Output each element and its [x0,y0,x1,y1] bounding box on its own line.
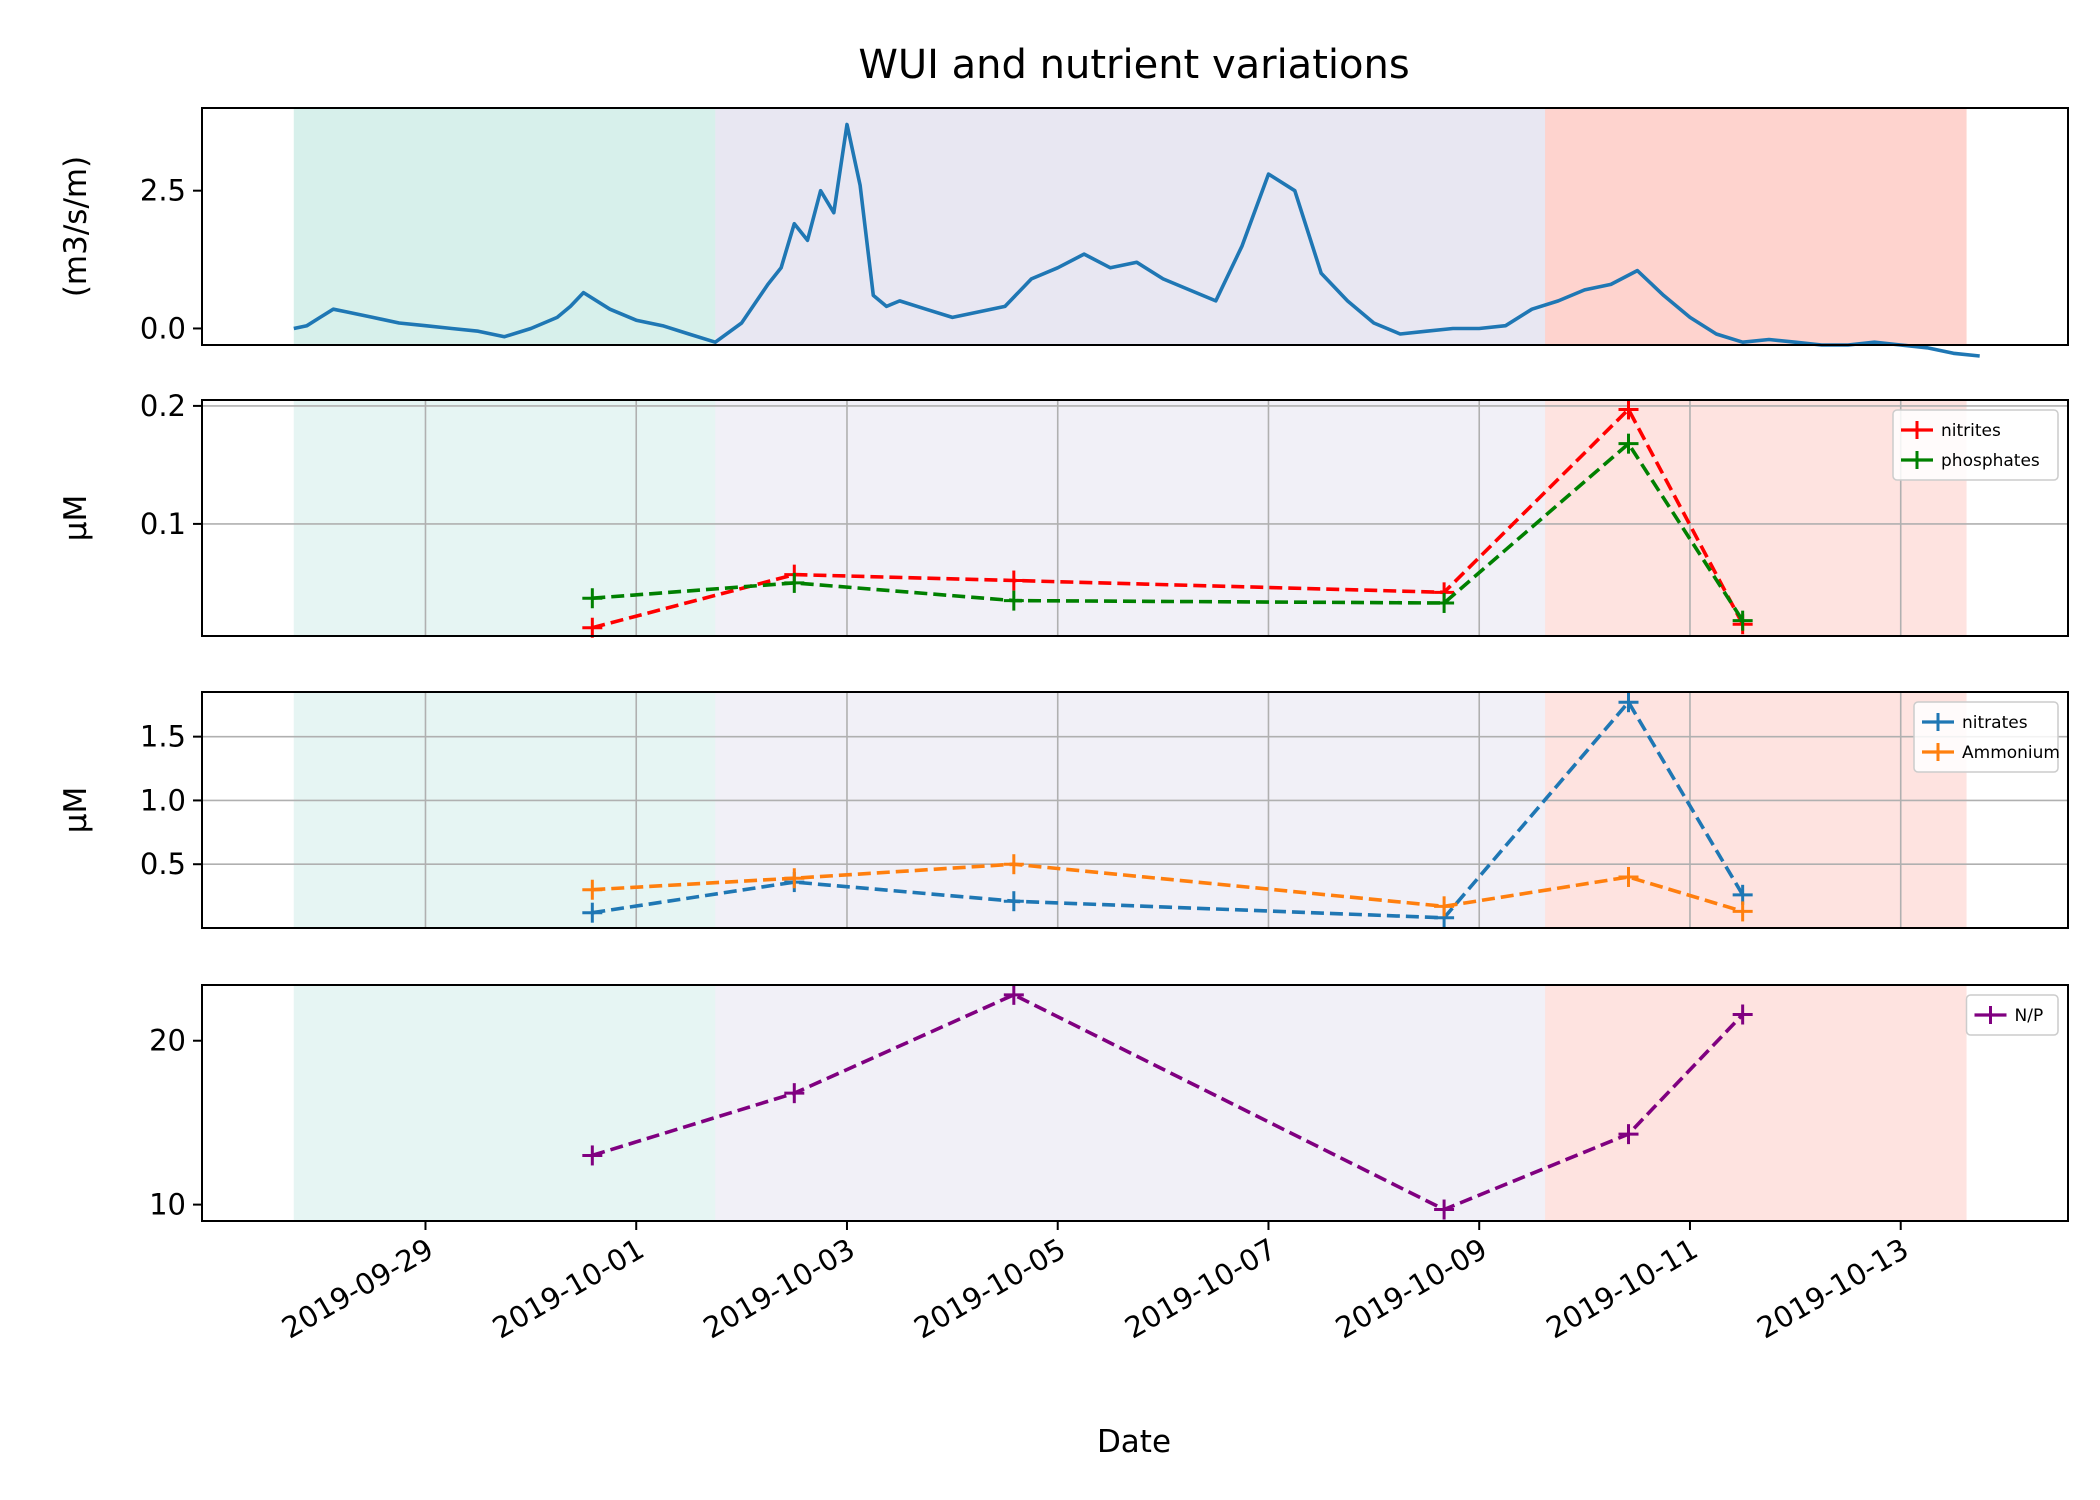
y-tick-label: 0.0 [140,311,186,345]
legend-entry-ammonium: Ammonium [1922,743,2060,763]
y-tick-label: 20 [149,1024,186,1058]
x-tick-label: 2019-10-05 [908,1232,1071,1346]
data-point-5 [1618,399,1639,420]
shaded-period-3 [1545,985,1967,1221]
y-tick-label: 0.2 [140,389,186,423]
data-point-5 [1618,866,1639,887]
series-line-ammonium [592,862,1744,914]
x-tick-label: 2019-10-03 [698,1232,861,1346]
y-tick-label: 2.5 [140,174,186,208]
series-line-phosphates [592,441,1745,622]
x-tick-label: 2019-09-29 [276,1232,439,1346]
y-tick-label: 1.5 [140,720,186,754]
legend-entry-phosphates: phosphates [1901,451,2040,471]
chart-title: WUI and nutrient variations [858,42,1409,88]
y-tick-label: 0.5 [140,847,186,881]
shaded-period-1 [293,400,716,636]
data-point-2 [784,868,805,889]
shaded-period-1 [293,985,716,1221]
shaded-period-2 [715,108,1546,345]
data-point-2 [784,1083,805,1104]
shaded-period-3 [1545,692,1967,928]
data-point-3 [1003,590,1024,611]
shaded-period-2 [715,985,1546,1221]
shaded-period-1 [293,108,716,345]
y-axis-label: µM [58,787,94,833]
panel-1: 0.0 2.5 (m3/s/m) [58,107,2069,358]
legend-box [1913,701,2059,773]
shaded-period-3 [1545,108,1967,345]
panel-4: 10 20 N/P [149,984,2069,1222]
legend-label: nitrates [1962,713,2028,733]
legend-entry-n-p: N/P [1974,1006,2044,1026]
data-point-3 [1003,854,1024,875]
plot-frame [201,691,2069,929]
legend: nitrates Ammonium [1913,701,2060,773]
legend-entry-nitrites: nitrites [1901,421,2001,441]
data-point-3 [1003,984,1024,1005]
legend: nitrites phosphates [1892,409,2059,481]
shaded-period-2 [715,692,1546,928]
data-point-1 [582,588,603,609]
legend-box [1892,409,2059,481]
data-point-4 [1434,896,1455,917]
y-axis-label: (m3/s/m) [58,156,94,297]
legend-label: nitrites [1941,421,2001,441]
y-tick-label: 10 [149,1188,186,1222]
y-axis-label: µM [58,495,94,541]
series-line-nitrates [592,700,1745,920]
data-point-5 [1618,692,1639,713]
data-point-1 [582,879,603,900]
x-tick-label: 2019-10-09 [1330,1232,1493,1346]
y-tick-label: 1.0 [140,783,186,817]
data-point-6 [1732,901,1753,922]
data-point-2 [784,572,805,593]
series-line-n-p [591,992,1745,1212]
data-point-6 [1732,1004,1753,1025]
legend-entry-nitrates: nitrates [1922,713,2028,733]
data-point-1 [582,902,603,923]
plot-frame [201,107,2069,346]
shaded-period-2 [715,400,1546,636]
panel-3: 0.5 1.0 1.5 µM nitrates Ammonium [58,691,2069,929]
legend-label: N/P [2015,1006,2044,1026]
series-line-wui [293,122,1980,358]
data-point-3 [1003,891,1024,912]
x-tick-label: 2019-10-01 [487,1232,650,1346]
panel-2: 0.1 0.2 µM nitrites phosphates [58,389,2069,638]
data-point-5 [1618,433,1639,454]
x-axis-label: Date [1097,1424,1171,1460]
legend-label: Ammonium [1962,743,2060,763]
data-point-6 [1732,610,1753,631]
data-point-4 [1434,592,1455,613]
legend: N/P [1965,994,2059,1036]
data-point-1 [582,617,603,638]
x-tick-label: 2019-10-13 [1751,1232,1914,1346]
data-point-3 [1003,570,1024,591]
y-tick-label: 0.1 [140,507,186,541]
data-point-4 [1434,1199,1455,1220]
panels: 0.0 2.5 (m3/s/m) 0.1 0.2 µM nitrites phosphates… [58,107,2069,1345]
legend-box [1965,994,2059,1036]
data-point-1 [582,1145,603,1166]
data-point-5 [1618,1124,1639,1145]
shaded-period-1 [293,692,716,928]
plot-frame [201,399,2069,637]
x-tick-label: 2019-10-07 [1119,1232,1282,1346]
series-line-nitrites [591,407,1745,630]
plot-frame [201,984,2069,1222]
x-axis: 2019-09-29 2019-10-01 2019-10-03 2019-10-05… [276,1221,1914,1345]
x-tick-label: 2019-10-11 [1541,1232,1704,1346]
legend-label: phosphates [1941,451,2040,471]
